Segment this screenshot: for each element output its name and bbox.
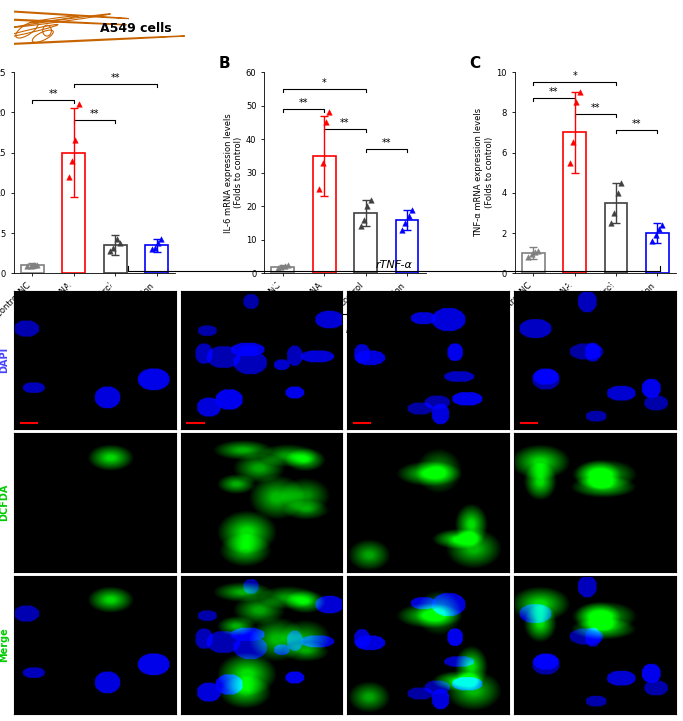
- Text: **: **: [382, 138, 391, 149]
- Point: [355, 221, 366, 232]
- Text: **: **: [48, 89, 58, 99]
- Bar: [145, 245, 168, 273]
- Point: [25, 260, 36, 272]
- Point: [111, 234, 122, 245]
- Y-axis label: Merge: Merge: [0, 627, 10, 662]
- Point: [273, 262, 283, 274]
- Text: D: D: [14, 448, 26, 464]
- Text: **: **: [298, 98, 308, 108]
- Point: [22, 261, 33, 273]
- Text: *: *: [322, 78, 326, 88]
- Title: Overexpression: Overexpression: [555, 281, 635, 291]
- Point: [647, 235, 658, 247]
- Title: siRNA: siRNA: [247, 281, 277, 291]
- Point: [564, 157, 575, 169]
- Text: rTNF-α: rTNF-α: [346, 326, 374, 335]
- Point: [279, 260, 290, 272]
- Bar: [522, 253, 544, 273]
- Text: **: **: [549, 87, 559, 97]
- Point: [70, 135, 81, 146]
- Text: **: **: [591, 103, 600, 113]
- Point: [612, 187, 623, 198]
- Point: [615, 177, 626, 188]
- Point: [146, 244, 157, 255]
- Point: [108, 242, 119, 253]
- Point: [406, 204, 417, 216]
- Point: [313, 184, 324, 195]
- Text: **: **: [340, 118, 350, 128]
- Point: [32, 259, 43, 270]
- Point: [574, 87, 585, 98]
- Bar: [62, 153, 85, 273]
- Point: [397, 224, 408, 236]
- Point: [324, 107, 335, 118]
- Point: [150, 242, 161, 253]
- Point: [29, 260, 40, 271]
- Point: [156, 234, 167, 245]
- Bar: [646, 233, 669, 273]
- Title: Control: Control: [410, 281, 447, 291]
- Text: **: **: [111, 73, 120, 83]
- Point: [115, 237, 126, 249]
- Bar: [104, 245, 126, 273]
- Y-axis label: DAPI: DAPI: [0, 348, 10, 373]
- Y-axis label: DCFDA: DCFDA: [0, 484, 10, 521]
- Y-axis label: TNF-α mRNA expression levels
(Folds to control): TNF-α mRNA expression levels (Folds to c…: [474, 108, 494, 237]
- Point: [606, 217, 617, 229]
- Title: Control NC: Control NC: [68, 281, 122, 291]
- Bar: [604, 203, 628, 273]
- Bar: [354, 213, 377, 273]
- Text: *: *: [572, 71, 577, 81]
- Point: [654, 224, 665, 235]
- Point: [317, 157, 328, 169]
- Point: [403, 211, 414, 222]
- Y-axis label: IL-6 mRNA expression levels
(Folds to control): IL-6 mRNA expression levels (Folds to co…: [223, 112, 243, 233]
- Point: [533, 245, 544, 257]
- Point: [359, 214, 370, 226]
- Point: [400, 217, 410, 229]
- Point: [650, 229, 661, 241]
- Text: **: **: [89, 110, 99, 120]
- Bar: [271, 267, 294, 273]
- Point: [67, 155, 78, 167]
- Point: [104, 245, 115, 257]
- Point: [362, 200, 373, 212]
- Point: [523, 252, 534, 263]
- Text: C: C: [469, 56, 480, 71]
- Text: rTNF-α: rTNF-α: [96, 326, 123, 335]
- Text: rTNF-α: rTNF-α: [596, 326, 624, 335]
- Point: [365, 194, 376, 205]
- Point: [153, 237, 164, 249]
- Point: [657, 219, 668, 231]
- Point: [568, 137, 579, 149]
- Point: [571, 97, 582, 108]
- Point: [529, 247, 540, 258]
- Text: rTNF-α: rTNF-α: [376, 260, 413, 270]
- Bar: [313, 156, 335, 273]
- Bar: [563, 133, 586, 273]
- Text: **: **: [632, 120, 641, 129]
- Bar: [21, 265, 44, 273]
- Text: B: B: [219, 56, 230, 71]
- Point: [276, 262, 287, 273]
- Text: A549 cells: A549 cells: [100, 22, 171, 35]
- Point: [73, 99, 84, 110]
- Point: [282, 259, 293, 270]
- Point: [526, 249, 537, 260]
- Point: [320, 117, 331, 128]
- Point: [609, 207, 620, 218]
- Point: [64, 171, 74, 182]
- Bar: [395, 220, 419, 273]
